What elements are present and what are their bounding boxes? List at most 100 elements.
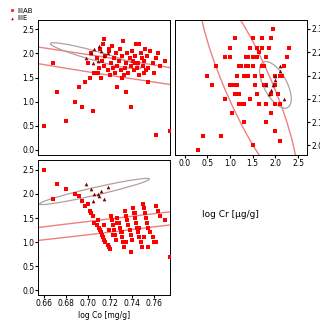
Point <box>243 64 248 69</box>
Point <box>132 211 137 216</box>
Point <box>153 239 158 245</box>
Point <box>115 220 120 225</box>
Point <box>129 237 134 242</box>
Point <box>116 220 121 225</box>
Point <box>234 73 239 78</box>
Point <box>106 46 111 51</box>
Point <box>80 104 85 109</box>
Point <box>277 68 283 73</box>
Point <box>282 64 287 69</box>
Point <box>145 220 150 225</box>
Point <box>228 45 233 50</box>
Point <box>236 64 242 69</box>
Point <box>109 44 115 49</box>
Point <box>76 194 82 199</box>
Point <box>145 53 150 58</box>
Point <box>284 54 289 60</box>
Point <box>89 211 94 216</box>
Point <box>153 56 158 61</box>
Point <box>273 78 278 83</box>
Point <box>119 75 124 80</box>
Point <box>143 68 148 73</box>
Point <box>94 56 99 61</box>
Point <box>92 46 97 51</box>
Point <box>113 232 118 237</box>
Point <box>268 36 273 41</box>
Point <box>137 225 142 230</box>
Point <box>228 54 233 60</box>
Point <box>105 51 110 56</box>
Point <box>127 56 132 61</box>
Point <box>259 36 264 41</box>
Point <box>126 70 131 75</box>
Point <box>268 36 273 41</box>
Point <box>275 92 280 97</box>
Point <box>236 92 242 97</box>
Point <box>91 213 96 218</box>
Point <box>255 92 260 97</box>
Point <box>102 196 107 201</box>
Point <box>143 215 148 221</box>
Point <box>248 96 253 101</box>
Point <box>282 64 287 69</box>
Point <box>241 119 246 125</box>
Point <box>97 227 102 233</box>
Point <box>136 60 141 66</box>
Point <box>125 51 130 56</box>
Point <box>257 50 262 55</box>
Point <box>135 65 140 71</box>
Point <box>89 51 94 56</box>
Point <box>168 254 173 259</box>
Point <box>119 235 124 240</box>
Point <box>126 223 131 228</box>
Point <box>127 227 132 233</box>
Point <box>136 230 141 235</box>
Point <box>124 90 129 95</box>
Point <box>141 206 146 211</box>
Point <box>248 45 253 50</box>
Point <box>241 73 246 78</box>
Point <box>162 58 167 63</box>
Point <box>103 53 108 58</box>
Point <box>63 118 68 124</box>
Point <box>128 104 133 109</box>
Point <box>230 110 235 115</box>
Point <box>91 60 96 66</box>
Point <box>92 70 97 75</box>
Point <box>76 85 82 90</box>
Point <box>109 218 115 223</box>
Point <box>100 58 105 63</box>
Point <box>87 75 92 80</box>
Point <box>132 215 138 221</box>
Point <box>156 51 161 56</box>
Point <box>129 49 134 54</box>
Point <box>245 64 251 69</box>
Point <box>140 63 145 68</box>
Point <box>140 201 145 206</box>
Point <box>142 211 148 216</box>
Point <box>277 101 283 106</box>
Point <box>273 73 278 78</box>
Point <box>239 101 244 106</box>
Point <box>83 56 88 61</box>
Point <box>92 191 97 196</box>
Point <box>118 68 123 73</box>
Point <box>96 65 101 71</box>
Point <box>286 45 292 50</box>
Point <box>128 232 133 237</box>
Point <box>230 82 235 88</box>
Point <box>50 196 55 201</box>
Point <box>54 90 60 95</box>
Point <box>132 53 138 58</box>
Point <box>261 82 267 88</box>
Point <box>255 54 260 60</box>
Point <box>271 26 276 31</box>
Point <box>122 72 127 78</box>
Point <box>102 36 107 42</box>
Point <box>150 235 155 240</box>
Point <box>138 51 143 56</box>
Point <box>200 133 205 139</box>
Point <box>114 51 119 56</box>
Point <box>259 73 264 78</box>
X-axis label: log Co [mg/g]: log Co [mg/g] <box>78 311 130 320</box>
